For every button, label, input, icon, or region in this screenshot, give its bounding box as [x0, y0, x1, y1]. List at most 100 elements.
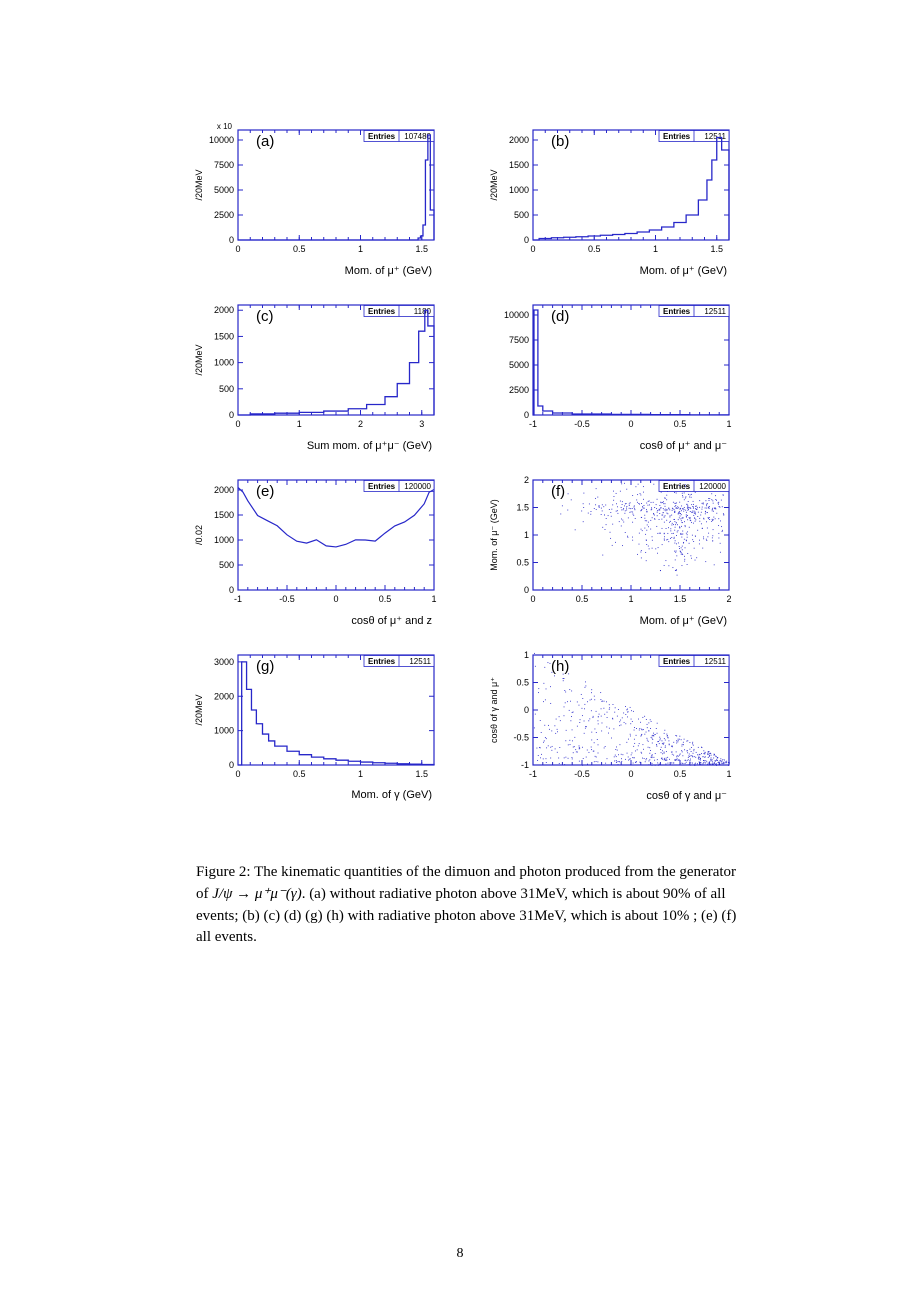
- svg-text:1000: 1000: [214, 726, 234, 736]
- svg-text:0: 0: [524, 585, 529, 595]
- svg-text:-1: -1: [234, 594, 242, 604]
- svg-text:0.5: 0.5: [516, 678, 529, 688]
- svg-text:2000: 2000: [214, 691, 234, 701]
- svg-text:2: 2: [726, 594, 731, 604]
- svg-text:-1: -1: [521, 760, 529, 770]
- svg-text:500: 500: [514, 210, 529, 220]
- xlabel-b: Mom. of μ⁺ (GeV): [485, 264, 735, 277]
- svg-text:1.5: 1.5: [415, 769, 428, 779]
- svg-text:500: 500: [219, 384, 234, 394]
- svg-text:7500: 7500: [214, 160, 234, 170]
- svg-text:3: 3: [419, 419, 424, 429]
- svg-text:10000: 10000: [504, 310, 529, 320]
- xlabel-e: cosθ of μ⁺ and z: [190, 614, 440, 627]
- svg-text:0: 0: [235, 769, 240, 779]
- svg-text:3000: 3000: [214, 657, 234, 667]
- xlabel-g: Mom. of γ (GeV): [190, 789, 440, 801]
- svg-text:2000: 2000: [509, 135, 529, 145]
- svg-text:2000: 2000: [214, 485, 234, 495]
- svg-text:0: 0: [524, 705, 529, 715]
- svg-text:Entries: Entries: [368, 482, 396, 491]
- svg-text:0.5: 0.5: [674, 419, 687, 429]
- svg-text:12511: 12511: [704, 657, 726, 666]
- svg-text:0.5: 0.5: [576, 594, 589, 604]
- page-number: 8: [0, 1246, 920, 1262]
- svg-text:1.5: 1.5: [710, 244, 723, 254]
- svg-text:1: 1: [628, 594, 633, 604]
- svg-text:/20MeV: /20MeV: [194, 694, 204, 725]
- svg-text:-0.5: -0.5: [279, 594, 295, 604]
- svg-text:0: 0: [229, 760, 234, 770]
- xlabel-c: Sum mom. of μ⁺μ⁻ (GeV): [190, 439, 440, 452]
- svg-text:5000: 5000: [214, 185, 234, 195]
- figure-caption: Figure 2: The kinematic quantities of th…: [190, 862, 750, 949]
- svg-text:1.5: 1.5: [415, 244, 428, 254]
- panel-h: -1-0.500.51-1-0.500.51cosθ of γ and μ⁺(h…: [485, 645, 735, 802]
- panel-g: 0 0.5 1 1.5 0 1000 2000 3000/20MeV (g) Entries 125…: [190, 645, 440, 802]
- svg-text:1.5: 1.5: [674, 594, 687, 604]
- panel-grid: 00.511.5025005000750010000/20MeVx 10(a)E…: [190, 120, 750, 802]
- svg-text:1: 1: [358, 769, 363, 779]
- svg-text:(d): (d): [551, 308, 569, 325]
- svg-text:/20MeV: /20MeV: [489, 169, 499, 200]
- xlabel-f: Mom. of μ⁺ (GeV): [485, 614, 735, 627]
- caption-fignum: Figure 2:: [196, 864, 251, 880]
- svg-text:1: 1: [726, 769, 731, 779]
- svg-text:1: 1: [726, 419, 731, 429]
- svg-text:Mom. of μ⁻ (GeV): Mom. of μ⁻ (GeV): [489, 499, 499, 570]
- panel-c: 01230500100015002000/20MeV(c)Entries1180…: [190, 295, 440, 452]
- svg-text:7500: 7500: [509, 335, 529, 345]
- svg-text:0: 0: [628, 419, 633, 429]
- svg-text:2: 2: [524, 475, 529, 485]
- xlabel-h: cosθ of γ and μ⁻: [485, 789, 735, 802]
- svg-text:0: 0: [235, 419, 240, 429]
- svg-text:0: 0: [530, 594, 535, 604]
- svg-text:-0.5: -0.5: [574, 419, 590, 429]
- svg-text:0.5: 0.5: [516, 558, 529, 568]
- svg-text:2500: 2500: [509, 385, 529, 395]
- svg-text:500: 500: [219, 560, 234, 570]
- svg-text:/0.02: /0.02: [194, 525, 204, 545]
- svg-text:120000: 120000: [404, 482, 431, 491]
- svg-text:1500: 1500: [214, 331, 234, 341]
- page: 00.511.5025005000750010000/20MeVx 10(a)E…: [0, 0, 920, 1302]
- svg-text:1: 1: [358, 244, 363, 254]
- svg-text:0.5: 0.5: [379, 594, 392, 604]
- svg-text:1: 1: [524, 530, 529, 540]
- svg-text:Entries: Entries: [663, 132, 691, 141]
- svg-text:12511: 12511: [409, 657, 431, 666]
- svg-text:(h): (h): [551, 658, 569, 675]
- svg-text:Entries: Entries: [368, 657, 396, 666]
- svg-text:Entries: Entries: [368, 132, 396, 141]
- svg-text:0: 0: [628, 769, 633, 779]
- svg-text:1.5: 1.5: [516, 503, 529, 513]
- svg-text:0: 0: [524, 410, 529, 420]
- svg-text:0: 0: [524, 235, 529, 245]
- svg-text:0: 0: [235, 244, 240, 254]
- svg-text:-0.5: -0.5: [513, 733, 529, 743]
- svg-text:120000: 120000: [699, 482, 726, 491]
- xlabel-d: cosθ of μ⁺ and μ⁻: [485, 439, 735, 452]
- svg-text:2500: 2500: [214, 210, 234, 220]
- svg-text:(c): (c): [256, 308, 274, 325]
- svg-text:(b): (b): [551, 133, 569, 150]
- svg-text:-0.5: -0.5: [574, 769, 590, 779]
- panel-f: 00.511.5200.511.52Mom. of μ⁻ (GeV)(f)Ent…: [485, 470, 735, 627]
- svg-text:-1: -1: [529, 769, 537, 779]
- svg-text:0.5: 0.5: [293, 769, 306, 779]
- svg-text:1180: 1180: [414, 307, 432, 316]
- svg-text:(g): (g): [256, 658, 274, 675]
- svg-text:1000: 1000: [509, 185, 529, 195]
- svg-text:cosθ of γ and μ⁺: cosθ of γ and μ⁺: [489, 677, 499, 743]
- svg-text:1000: 1000: [214, 358, 234, 368]
- svg-text:0: 0: [333, 594, 338, 604]
- svg-text:5000: 5000: [509, 360, 529, 370]
- svg-text:Entries: Entries: [368, 307, 396, 316]
- svg-text:Entries: Entries: [663, 307, 691, 316]
- svg-text:1: 1: [653, 244, 658, 254]
- svg-text:0.5: 0.5: [588, 244, 601, 254]
- svg-text:12511: 12511: [704, 307, 726, 316]
- panel-b: 00.511.50500100015002000/20MeV(b)Entries…: [485, 120, 735, 277]
- svg-text:10000: 10000: [209, 135, 234, 145]
- svg-text:/20MeV: /20MeV: [194, 169, 204, 200]
